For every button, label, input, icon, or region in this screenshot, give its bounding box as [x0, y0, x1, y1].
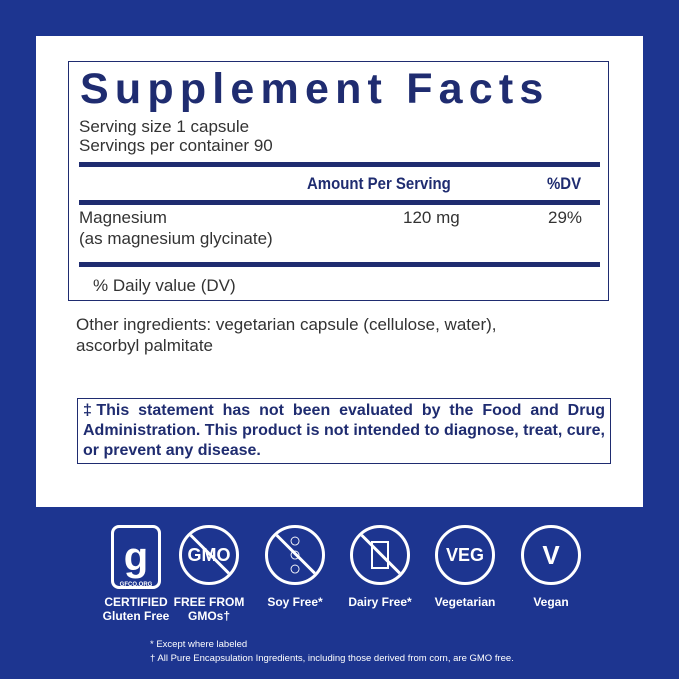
- badge-label: CERTIFIED: [104, 595, 168, 609]
- vegan-glyph: V: [542, 539, 560, 570]
- other-ingredients-line: Other ingredients: vegetarian capsule (c…: [76, 315, 497, 334]
- footnote-gmo: † All Pure Encapsulation Ingredients, in…: [150, 653, 514, 664]
- amount-header: Amount Per Serving: [307, 174, 451, 193]
- label-panel: Supplement Facts Serving size 1 capsule …: [36, 36, 643, 507]
- badge-dairy-free: Dairy Free*: [330, 525, 430, 609]
- badge-label: Vegetarian: [434, 595, 496, 609]
- no-gmo-icon: GMO: [179, 525, 239, 585]
- badge-label: Vegan: [533, 595, 569, 609]
- divider: [79, 200, 600, 205]
- logo-text: GFCO.ORG: [119, 582, 153, 588]
- veg-glyph: VEG: [445, 544, 484, 565]
- divider: [79, 162, 600, 167]
- badge-label: GMOs†: [187, 609, 230, 623]
- vegetarian-icon: VEG: [435, 525, 495, 585]
- vegan-icon: V: [521, 525, 581, 585]
- soy-free-icon: ○○○: [265, 525, 325, 585]
- serving-size: Serving size 1 capsule: [79, 117, 250, 136]
- other-ingredients-line: ascorbyl palmitate: [76, 336, 214, 355]
- nutrient-dv: 29%: [548, 208, 583, 227]
- dv-header: %DV: [547, 174, 582, 193]
- other-ingredients: Other ingredients: vegetarian capsule (c…: [76, 314, 497, 356]
- badge-label: Soy Free*: [267, 595, 323, 609]
- badge-label: Dairy Free*: [348, 595, 412, 609]
- dairy-free-icon: [350, 525, 410, 585]
- divider: [79, 262, 600, 267]
- badge-label: FREE FROM: [173, 595, 245, 609]
- fda-statement: ‡This statement has not been evaluated b…: [77, 398, 611, 464]
- facts-title: Supplement Facts: [80, 65, 550, 113]
- badge-vegetarian: VEG Vegetarian: [415, 525, 515, 609]
- dv-footnote: % Daily value (DV): [93, 276, 236, 295]
- gluten-free-certified-icon: g GFCO.ORG: [111, 525, 161, 589]
- servings-per-container: Servings per container 90: [79, 136, 273, 155]
- footnote-except: * Except where labeled: [150, 639, 248, 650]
- badge-gluten-free: g GFCO.ORG CERTIFIED Gluten Free: [86, 525, 186, 623]
- nutrient-name: Magnesium: [79, 208, 167, 227]
- nutrient-source: (as magnesium glycinate): [79, 229, 273, 248]
- badge-vegan: V Vegan: [501, 525, 601, 609]
- badge-label: Gluten Free: [102, 609, 170, 623]
- nutrient-amount: 120 mg: [403, 208, 460, 227]
- badge-soy-free: ○○○ Soy Free*: [245, 525, 345, 609]
- supplement-facts-box: Supplement Facts Serving size 1 capsule …: [68, 61, 609, 301]
